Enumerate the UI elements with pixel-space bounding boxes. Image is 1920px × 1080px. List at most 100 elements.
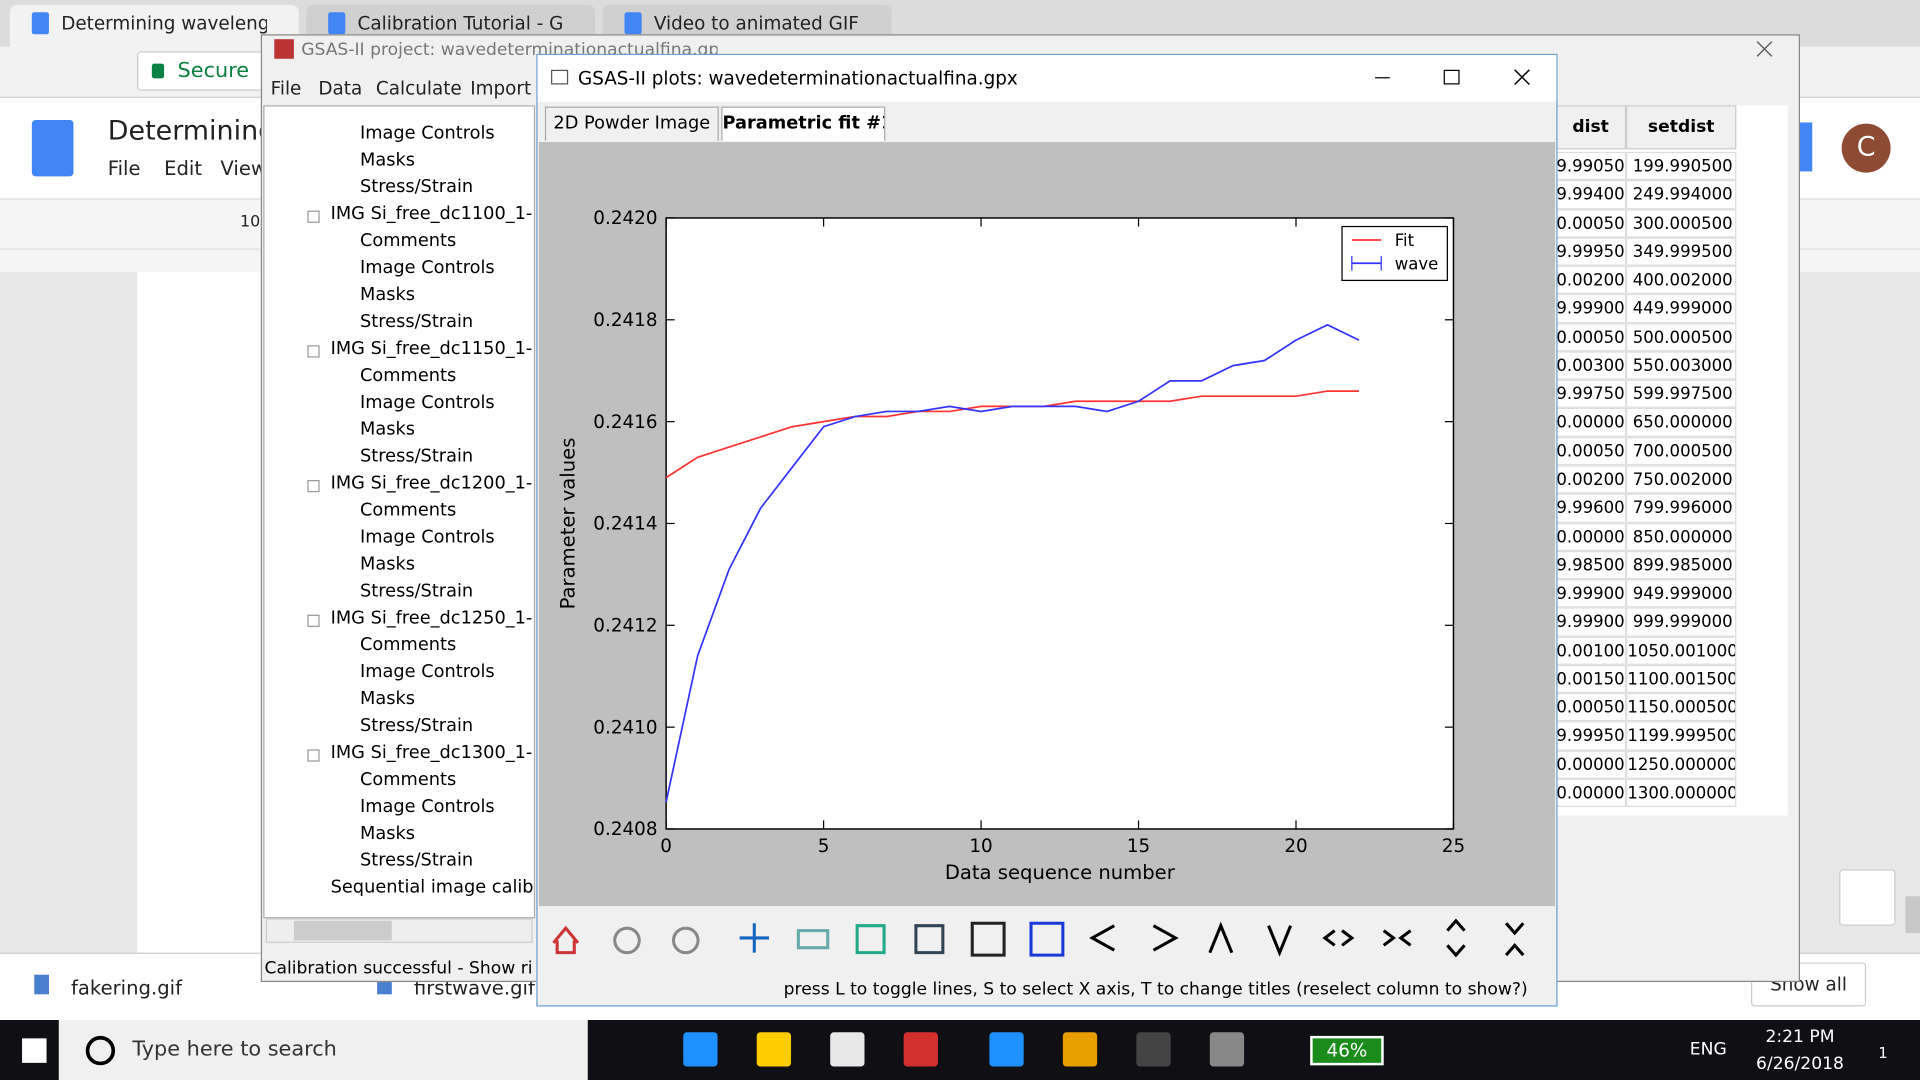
- legend-label: wave: [1395, 254, 1439, 273]
- docs-menu-item[interactable]: Edit: [164, 156, 203, 180]
- toolbar-right[interactable]: [1152, 924, 1179, 952]
- tree-leaf[interactable]: Stress/Strain: [360, 312, 474, 332]
- table-cell: 1250.000000: [1626, 750, 1737, 779]
- tree-leaf[interactable]: Masks: [360, 420, 415, 440]
- tab-icon: [31, 12, 49, 35]
- tree-node[interactable]: IMG Si_free_dc1300_1-000: [330, 743, 533, 763]
- taskbar-app[interactable]: [903, 1032, 938, 1067]
- tree-leaf[interactable]: Image Controls: [360, 662, 495, 683]
- docs-menu-item[interactable]: View: [220, 156, 267, 180]
- toolbar-up[interactable]: [1208, 921, 1234, 954]
- tree-leaf[interactable]: Image Controls: [360, 527, 495, 548]
- table-cell: 1300.000000: [1626, 778, 1737, 808]
- table-cell: 0.001000: [1555, 636, 1627, 665]
- taskbar-app[interactable]: [756, 1032, 792, 1067]
- tree-node[interactable]: IMG Si_free_dc1200_1-000: [330, 473, 533, 494]
- tree-leaf[interactable]: Stress/Strain: [360, 716, 474, 736]
- x-tick-label: 0: [660, 836, 672, 857]
- taskbar-app[interactable]: [1136, 1032, 1171, 1067]
- table-cell: 599.997500: [1626, 379, 1737, 409]
- explore-button[interactable]: [1839, 869, 1896, 926]
- toolbar-save[interactable]: [914, 924, 945, 955]
- tree-leaf[interactable]: Image Controls: [360, 797, 495, 817]
- tree-leaf[interactable]: Image Controls: [360, 123, 495, 144]
- y-tick-label: 0.2412: [593, 615, 657, 636]
- toolbar-down[interactable]: [1267, 925, 1293, 957]
- tree-leaf[interactable]: Comments: [360, 500, 457, 521]
- table-cell: 9.999500: [1555, 237, 1627, 266]
- toolbar-expand-x[interactable]: [1322, 929, 1355, 947]
- tree-scroll-thumb[interactable]: [293, 920, 392, 941]
- table-cell: 0.000000: [1555, 750, 1627, 779]
- taskbar-app[interactable]: [989, 1032, 1024, 1067]
- table-header: setdist: [1626, 105, 1737, 150]
- table-cell: 1100.001500: [1626, 664, 1737, 694]
- docs-zoom: 100: [240, 213, 264, 232]
- tree-leaf[interactable]: Masks: [360, 689, 415, 709]
- tree-leaf[interactable]: Comments: [360, 366, 457, 386]
- toolbar-back[interactable]: [613, 926, 641, 955]
- tree-leaf[interactable]: Stress/Strain: [360, 581, 474, 602]
- tree-leaf[interactable]: Masks: [360, 285, 415, 305]
- notification-count: 1: [1878, 1044, 1888, 1062]
- download-item[interactable]: fakering.gif: [71, 975, 182, 1000]
- table-cell: 750.002000: [1626, 465, 1737, 494]
- taskbar-app[interactable]: [830, 1032, 865, 1067]
- toolbar-left[interactable]: [1089, 924, 1116, 952]
- tab-icon: [328, 12, 346, 35]
- toolbar-home[interactable]: [552, 925, 580, 955]
- project-menu-item[interactable]: Import: [470, 77, 532, 100]
- taskbar-app[interactable]: [683, 1032, 718, 1067]
- window-maximize[interactable]: [1443, 69, 1460, 85]
- taskbar-app[interactable]: [1062, 1032, 1098, 1067]
- start-button: [22, 1038, 47, 1063]
- tree-node[interactable]: IMG Si_free_dc1150_1-000: [330, 339, 533, 359]
- toolbar-subplots[interactable]: [855, 924, 886, 955]
- tree-leaf[interactable]: Stress/Strain: [360, 446, 474, 467]
- toolbar-help[interactable]: [1029, 921, 1065, 957]
- table-cell: 400.002000: [1626, 265, 1737, 295]
- docs-icon: [31, 120, 74, 177]
- tree-leaf[interactable]: Comments: [360, 770, 457, 790]
- project-menu-item[interactable]: Calculate: [375, 77, 462, 100]
- toolbar-key[interactable]: [970, 921, 1006, 957]
- toolbar-shrink-x[interactable]: [1382, 929, 1412, 947]
- tree-node[interactable]: IMG Si_free_dc1250_1-000: [330, 608, 533, 629]
- toolbar-pan[interactable]: [739, 923, 769, 953]
- toolbar-shrink-y[interactable]: [1504, 922, 1525, 957]
- docs-menu-item[interactable]: File: [107, 156, 141, 180]
- toolbar-zoom[interactable]: [796, 929, 830, 950]
- toolbar-forward[interactable]: [672, 926, 700, 955]
- tree-leaf[interactable]: Comments: [360, 231, 457, 252]
- y-tick-label: 0.2416: [593, 412, 657, 433]
- tree-leaf[interactable]: Image Controls: [360, 258, 495, 278]
- table-cell: 9.999000: [1555, 607, 1627, 637]
- taskbar-app[interactable]: [1209, 1032, 1245, 1067]
- project-close[interactable]: [1756, 41, 1773, 57]
- tree-leaf[interactable]: Masks: [360, 824, 415, 844]
- tree-leaf[interactable]: Image Controls: [360, 393, 495, 413]
- table-cell: 449.999000: [1626, 294, 1737, 323]
- tree-leaf[interactable]: Comments: [360, 635, 457, 656]
- tree-expander: [307, 345, 320, 358]
- tree-node[interactable]: Sequential image calibrat: [330, 877, 533, 898]
- tree-leaf[interactable]: Masks: [360, 554, 415, 575]
- window-close[interactable]: [1514, 69, 1530, 86]
- project-menu-item[interactable]: Data: [318, 77, 363, 100]
- tree-leaf[interactable]: Masks: [360, 150, 415, 171]
- plot-tab[interactable]: Parametric fit #1: [721, 106, 886, 141]
- project-menu-item[interactable]: File: [270, 77, 302, 100]
- toolbar-expand-y[interactable]: [1446, 918, 1466, 958]
- table-header: dist: [1555, 105, 1627, 150]
- docs-avatar: C: [1841, 123, 1891, 173]
- browser-tab[interactable]: [9, 4, 299, 47]
- y-tick-label: 0.2420: [593, 208, 657, 229]
- tree-node[interactable]: IMG Si_free_dc1100_1-000: [330, 204, 533, 225]
- plot-tab[interactable]: 2D Powder Image: [544, 106, 719, 141]
- series-line: [665, 323, 1360, 803]
- table-cell: 0.000000: [1555, 778, 1627, 808]
- tree-leaf[interactable]: Stress/Strain: [360, 177, 474, 198]
- tree-leaf[interactable]: Stress/Strain: [360, 851, 474, 871]
- table-cell: 9.996000: [1555, 493, 1627, 523]
